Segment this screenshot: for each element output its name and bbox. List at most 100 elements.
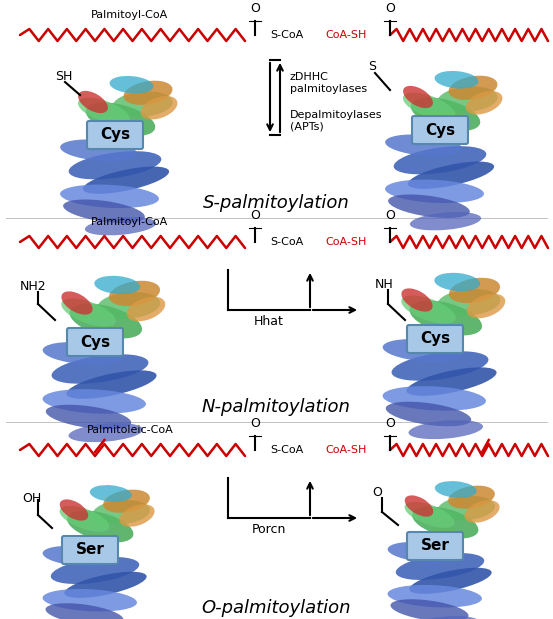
Text: CoA-SH: CoA-SH [325,30,367,40]
Ellipse shape [385,180,484,203]
Ellipse shape [448,486,495,509]
Ellipse shape [434,273,480,291]
Ellipse shape [60,139,137,161]
FancyBboxPatch shape [407,532,463,560]
Ellipse shape [435,481,477,498]
Ellipse shape [69,423,143,442]
Ellipse shape [410,212,481,230]
Text: O: O [250,2,260,15]
Ellipse shape [437,289,500,316]
Text: Palmitoyl-CoA: Palmitoyl-CoA [91,217,169,227]
Text: NH: NH [375,277,394,290]
Ellipse shape [435,71,478,89]
Text: Cys: Cys [80,334,110,350]
Ellipse shape [388,585,482,607]
Ellipse shape [388,542,461,563]
Ellipse shape [383,386,486,410]
Text: O: O [250,209,260,222]
Ellipse shape [140,96,178,119]
FancyBboxPatch shape [412,116,468,144]
Ellipse shape [60,184,159,208]
Text: Hhat: Hhat [254,315,284,328]
Text: SH: SH [55,71,72,84]
Text: O: O [385,2,395,15]
Text: Ser: Ser [76,542,105,558]
Ellipse shape [449,278,500,303]
FancyBboxPatch shape [67,328,123,356]
Text: Palmitoyl-CoA: Palmitoyl-CoA [91,10,169,20]
Text: S-CoA: S-CoA [270,445,303,455]
Text: Depalmitoylases
(APTs): Depalmitoylases (APTs) [290,110,383,132]
Ellipse shape [406,367,497,396]
Ellipse shape [112,92,173,117]
Ellipse shape [78,91,108,113]
Text: O: O [385,417,395,430]
Ellipse shape [437,496,495,521]
Ellipse shape [66,370,156,399]
Ellipse shape [409,568,492,594]
Ellipse shape [69,151,161,180]
Ellipse shape [70,303,142,339]
Ellipse shape [467,294,505,318]
Text: Ser: Ser [421,539,450,553]
Text: S-CoA: S-CoA [270,237,303,247]
Text: OH: OH [22,491,41,504]
Ellipse shape [119,504,155,527]
Ellipse shape [85,217,156,235]
Ellipse shape [51,557,139,584]
FancyBboxPatch shape [87,121,143,149]
Text: O: O [250,417,260,430]
Ellipse shape [401,295,456,324]
Ellipse shape [390,599,468,619]
FancyBboxPatch shape [62,536,118,564]
Ellipse shape [78,98,130,125]
Ellipse shape [63,199,145,223]
Ellipse shape [97,292,160,319]
Text: O: O [385,209,395,222]
Ellipse shape [411,98,480,131]
Text: S-palmitoylation: S-palmitoylation [202,194,349,212]
Ellipse shape [43,589,137,612]
Text: O: O [372,485,382,498]
Ellipse shape [90,485,132,502]
FancyBboxPatch shape [407,325,463,353]
Text: Porcn: Porcn [252,523,286,536]
Text: Cys: Cys [420,332,450,347]
Ellipse shape [83,167,169,194]
Ellipse shape [92,500,150,524]
Ellipse shape [123,80,173,105]
Ellipse shape [409,301,482,335]
Ellipse shape [388,194,470,218]
Ellipse shape [411,616,479,619]
Ellipse shape [60,500,88,521]
Ellipse shape [67,511,133,542]
Text: O-palmitoylation: O-palmitoylation [201,599,351,617]
Ellipse shape [95,276,140,294]
Ellipse shape [64,572,147,598]
Ellipse shape [43,342,123,365]
Text: Palmitoleic-CoA: Palmitoleic-CoA [87,425,174,435]
Ellipse shape [86,103,155,136]
Ellipse shape [403,86,433,108]
Text: zDHHC
palmitoylases: zDHHC palmitoylases [290,72,367,93]
Ellipse shape [109,76,153,93]
Ellipse shape [61,292,92,314]
Text: NH2: NH2 [20,280,46,293]
Ellipse shape [408,162,494,189]
Ellipse shape [51,354,148,384]
Text: N-palmitoylation: N-palmitoylation [201,398,351,416]
Ellipse shape [386,402,471,426]
Ellipse shape [448,76,498,100]
Text: Cys: Cys [100,128,130,142]
Ellipse shape [392,351,488,381]
Ellipse shape [127,297,165,321]
Ellipse shape [466,91,503,115]
Ellipse shape [103,490,150,513]
Ellipse shape [46,405,131,429]
Ellipse shape [465,500,499,522]
Ellipse shape [437,87,498,112]
Ellipse shape [394,146,486,175]
Ellipse shape [385,134,462,156]
Ellipse shape [409,420,483,439]
Ellipse shape [405,502,455,528]
